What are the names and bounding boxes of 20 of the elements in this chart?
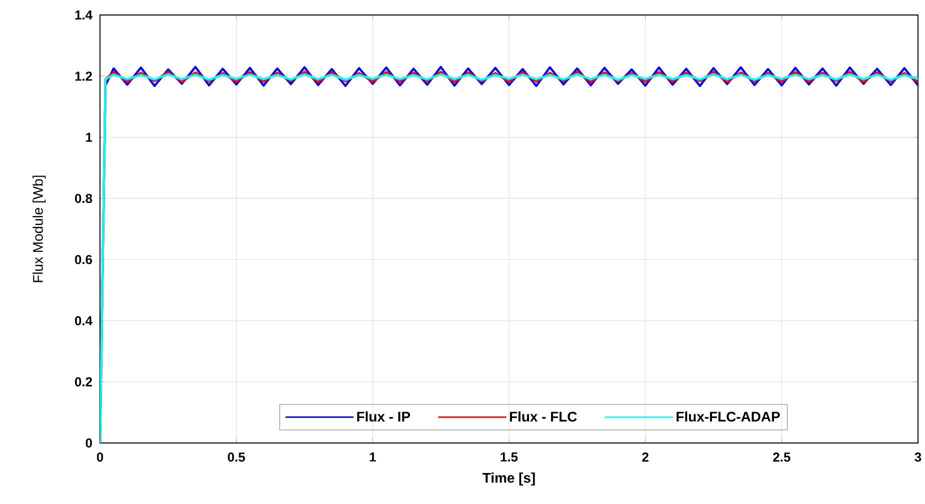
x-tick-label: 0.5: [228, 452, 245, 462]
y-tick-label: 0.6: [74, 254, 92, 264]
x-tick-label: 2.5: [773, 452, 790, 462]
y-tick-label: 0: [86, 438, 92, 448]
y-tick-label: 0.8: [74, 194, 92, 204]
legend-label: Flux - FLC: [510, 411, 577, 422]
y-tick-label: 0.2: [74, 377, 92, 386]
legend-label: Flux-FLC-ADAP: [676, 411, 780, 422]
legend-label: Flux - IP: [357, 411, 410, 422]
x-axis-title: Time [s]: [482, 472, 535, 486]
x-tick-label: 3: [914, 452, 922, 462]
x-tick-label: 1.5: [500, 452, 518, 462]
y-tick-label: 1: [86, 132, 92, 142]
y-tick-label: 1.4: [75, 10, 92, 20]
x-tick-label: 0: [96, 452, 104, 462]
y-tick-label: 0.4: [74, 316, 92, 326]
x-tick-label: 1: [370, 452, 376, 462]
x-tick-label: 2: [642, 452, 648, 462]
y-tick-label: 1.2: [75, 72, 92, 81]
y-axis-title: Flux Module [Wb]: [32, 176, 46, 282]
